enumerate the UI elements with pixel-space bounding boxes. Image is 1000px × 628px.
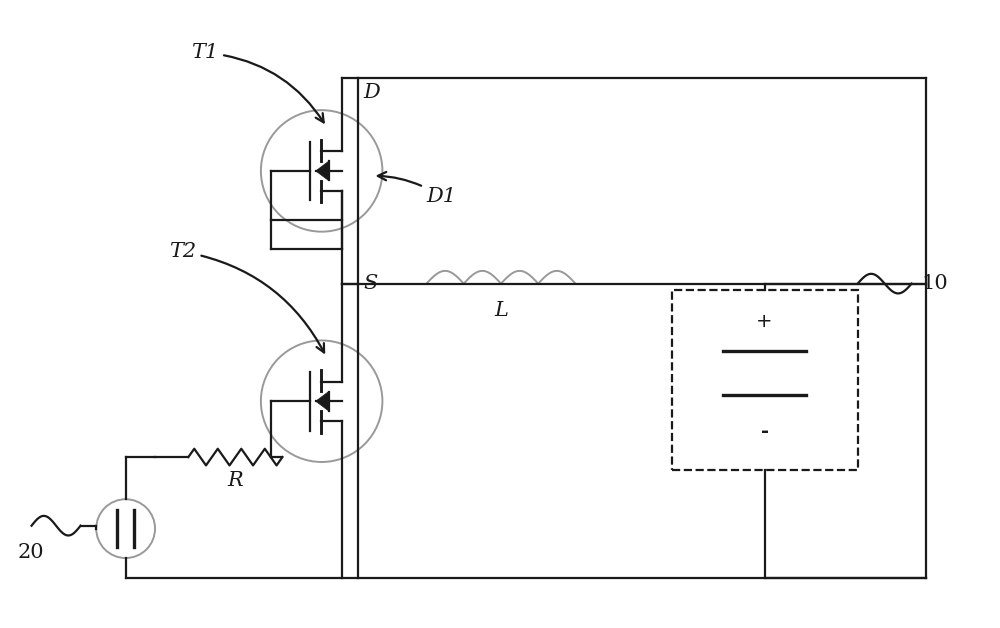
Text: D: D (364, 83, 381, 102)
Bar (672, 291, 858, 470)
Text: D1: D1 (378, 172, 456, 206)
Text: R: R (228, 471, 243, 490)
Text: -: - (761, 421, 769, 441)
Text: T2: T2 (169, 242, 324, 352)
Text: +: + (756, 312, 773, 331)
Text: 20: 20 (18, 543, 44, 562)
Polygon shape (316, 161, 329, 180)
Polygon shape (316, 392, 329, 411)
Text: L: L (494, 301, 508, 320)
Text: S: S (364, 274, 378, 293)
Text: 10: 10 (921, 274, 948, 293)
Text: T1: T1 (191, 43, 324, 122)
